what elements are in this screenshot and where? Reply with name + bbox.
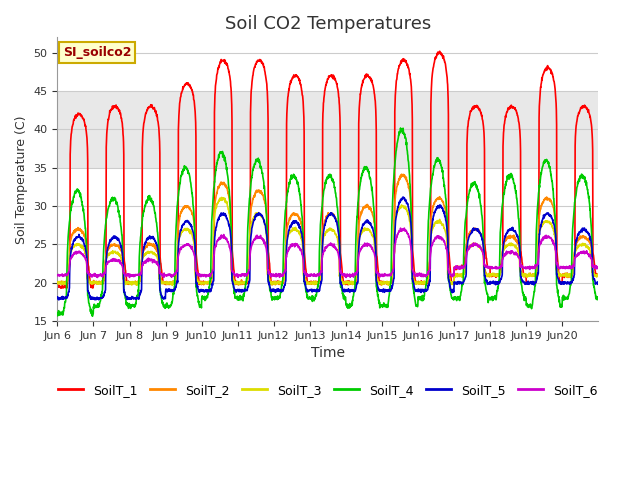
SoilT_4: [344, 301, 351, 307]
Legend: SoilT_1, SoilT_2, SoilT_3, SoilT_4, SoilT_5, SoilT_6: SoilT_1, SoilT_2, SoilT_3, SoilT_4, Soil…: [53, 379, 603, 402]
SoilT_5: [355, 238, 363, 244]
SoilT_6: [547, 235, 555, 240]
SoilT_4: [355, 187, 363, 193]
SoilT_6: [562, 264, 570, 270]
SoilT_1: [595, 272, 602, 277]
SoilT_2: [397, 171, 405, 177]
SoilT_6: [485, 265, 493, 271]
SoilT_1: [485, 265, 493, 271]
SoilT_5: [205, 288, 212, 294]
SoilT_5: [547, 214, 555, 219]
SoilT_3: [562, 270, 570, 276]
Line: SoilT_3: SoilT_3: [58, 197, 598, 285]
SoilT_2: [378, 282, 385, 288]
SoilT_6: [204, 273, 212, 278]
SoilT_6: [54, 273, 61, 278]
SoilT_6: [344, 273, 351, 279]
SoilT_5: [562, 279, 570, 285]
SoilT_4: [397, 125, 404, 131]
SoilT_6: [342, 275, 350, 280]
SoilT_4: [54, 310, 61, 316]
SoilT_3: [595, 272, 602, 278]
SoilT_2: [562, 272, 570, 278]
Line: SoilT_1: SoilT_1: [58, 51, 598, 288]
SoilT_1: [547, 67, 555, 73]
SoilT_6: [401, 225, 408, 231]
SoilT_3: [356, 234, 364, 240]
Text: SI_soilco2: SI_soilco2: [63, 46, 131, 59]
SoilT_4: [88, 313, 96, 319]
SoilT_2: [355, 221, 363, 227]
SoilT_3: [54, 280, 61, 286]
SoilT_2: [547, 199, 555, 204]
Line: SoilT_5: SoilT_5: [58, 197, 598, 300]
Line: SoilT_6: SoilT_6: [58, 228, 598, 277]
SoilT_3: [168, 282, 176, 288]
SoilT_5: [399, 194, 406, 200]
SoilT_3: [485, 272, 493, 278]
SoilT_1: [562, 272, 570, 277]
SoilT_1: [205, 279, 212, 285]
SoilT_4: [547, 173, 555, 179]
SoilT_1: [344, 279, 351, 285]
SoilT_4: [205, 289, 212, 295]
Y-axis label: Soil Temperature (C): Soil Temperature (C): [15, 115, 28, 243]
SoilT_5: [344, 288, 351, 293]
SoilT_2: [485, 272, 493, 278]
Line: SoilT_4: SoilT_4: [58, 128, 598, 316]
SoilT_2: [595, 273, 602, 278]
SoilT_6: [595, 265, 602, 271]
SoilT_2: [344, 281, 351, 287]
SoilT_3: [218, 194, 225, 200]
SoilT_1: [436, 48, 444, 54]
Bar: [58, 91, 598, 168]
SoilT_5: [595, 279, 602, 285]
SoilT_4: [595, 296, 602, 302]
SoilT_1: [54, 283, 61, 289]
SoilT_4: [485, 296, 493, 301]
SoilT_4: [562, 295, 570, 301]
Title: Soil CO2 Temperatures: Soil CO2 Temperatures: [225, 15, 431, 33]
SoilT_5: [55, 297, 63, 303]
SoilT_5: [485, 281, 493, 287]
SoilT_6: [355, 251, 363, 256]
X-axis label: Time: Time: [311, 347, 345, 360]
SoilT_3: [547, 221, 555, 227]
SoilT_3: [344, 279, 351, 285]
SoilT_2: [54, 281, 61, 287]
SoilT_1: [355, 105, 363, 111]
SoilT_1: [63, 285, 70, 291]
Line: SoilT_2: SoilT_2: [58, 174, 598, 285]
SoilT_3: [205, 279, 212, 285]
SoilT_5: [54, 294, 61, 300]
SoilT_2: [204, 279, 212, 285]
